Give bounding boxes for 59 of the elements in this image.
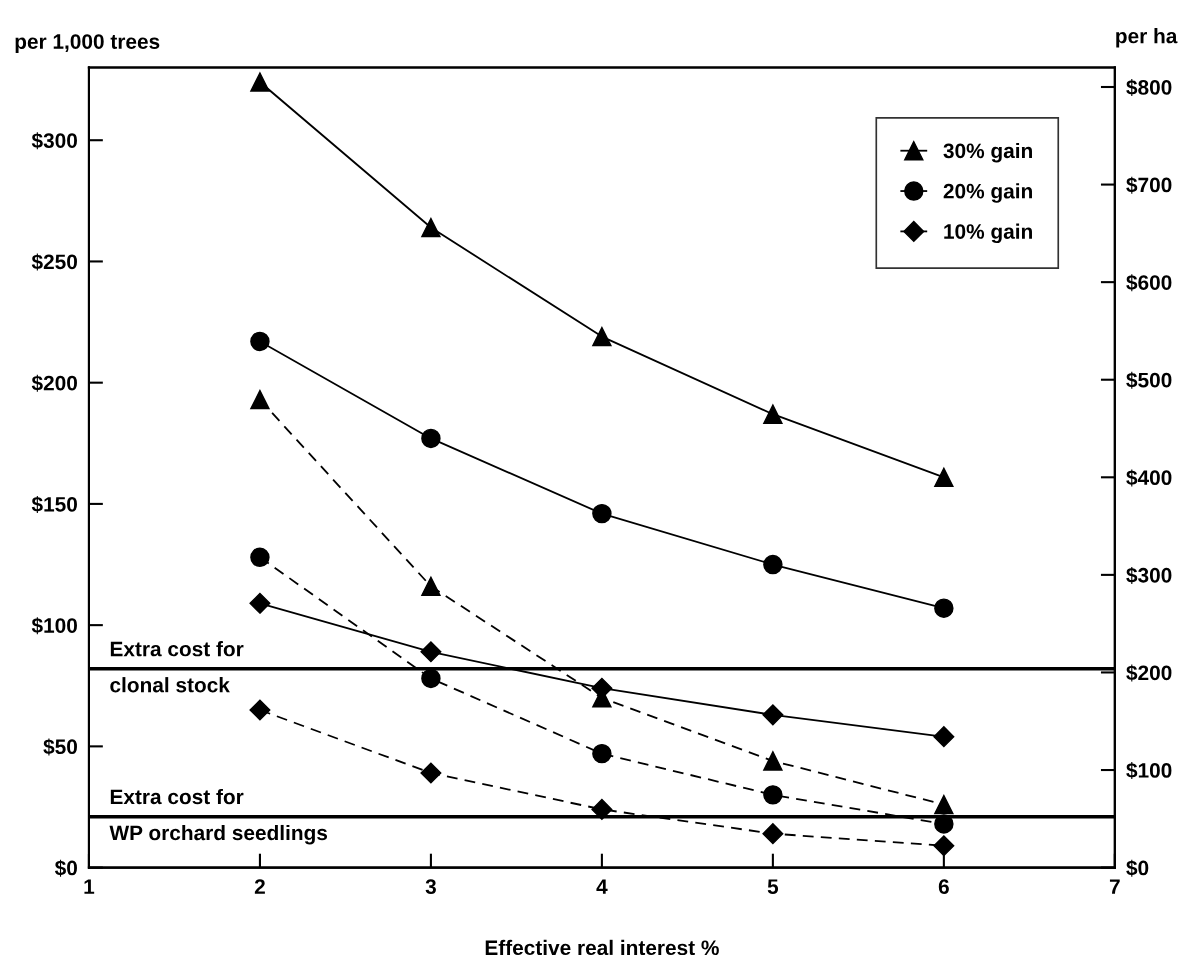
legend-label: 10% gain — [944, 223, 1032, 244]
x-tick-label: 2 — [254, 879, 265, 894]
point — [421, 576, 441, 597]
point — [421, 217, 441, 238]
point — [763, 785, 783, 805]
ref-line-label: Extra cost for clonal stock — [110, 641, 244, 693]
point — [763, 554, 783, 575]
point — [762, 823, 784, 845]
x-axis-title: Effective real interest % — [485, 939, 719, 956]
y2-tick-label: $100 — [1126, 762, 1172, 780]
y-tick-label: $250 — [31, 253, 77, 271]
point — [763, 751, 783, 771]
legend-label: 30% gain — [943, 142, 1032, 163]
y-tick-label: $300 — [31, 132, 77, 150]
point — [591, 798, 613, 820]
point — [592, 743, 612, 764]
y-tick-label: $100 — [31, 617, 77, 635]
y-axis-title: per 1,000 trees — [15, 34, 160, 54]
y2-tick-label: $500 — [1126, 371, 1172, 389]
point — [420, 762, 442, 784]
point — [250, 72, 270, 92]
point — [592, 326, 612, 347]
y2-tick-label: $600 — [1126, 274, 1172, 292]
point — [421, 428, 441, 449]
legend-label: 20% gain — [943, 183, 1032, 203]
y2-tick-label: $200 — [1126, 664, 1172, 682]
point — [934, 467, 954, 487]
point — [762, 704, 784, 726]
point — [763, 404, 783, 424]
y2-tick-label: $800 — [1126, 79, 1172, 97]
point — [934, 794, 954, 815]
point — [249, 699, 271, 721]
y2-axis-title: per ha — [1116, 28, 1178, 48]
x-tick-label: 6 — [938, 879, 949, 895]
y-tick-label: $50 — [43, 738, 77, 756]
point — [250, 547, 270, 567]
point — [933, 726, 955, 748]
point — [934, 814, 954, 834]
point — [421, 668, 441, 689]
y2-tick-label: $0 — [1126, 859, 1149, 877]
y2-tick-label: $400 — [1126, 469, 1172, 487]
point — [933, 835, 955, 857]
y-tick-label: $200 — [31, 374, 77, 392]
y-tick-label: $150 — [31, 496, 77, 513]
x-tick-label: 5 — [767, 879, 779, 895]
point — [250, 331, 270, 352]
point — [420, 641, 442, 663]
point — [592, 503, 612, 524]
point — [934, 598, 954, 618]
x-tick-label: 3 — [425, 879, 436, 895]
y2-tick-label: $300 — [1126, 566, 1172, 584]
x-tick-label: 4 — [596, 879, 608, 894]
y-tick-label: $0 — [54, 859, 77, 877]
point — [249, 592, 271, 614]
x-tick-label: 1 — [84, 879, 95, 894]
x-tick-label: 7 — [1109, 879, 1120, 894]
point — [250, 389, 270, 410]
ref-line-label: Extra cost for WP orchard seedlings — [109, 788, 328, 845]
y2-tick-label: $700 — [1126, 176, 1172, 194]
